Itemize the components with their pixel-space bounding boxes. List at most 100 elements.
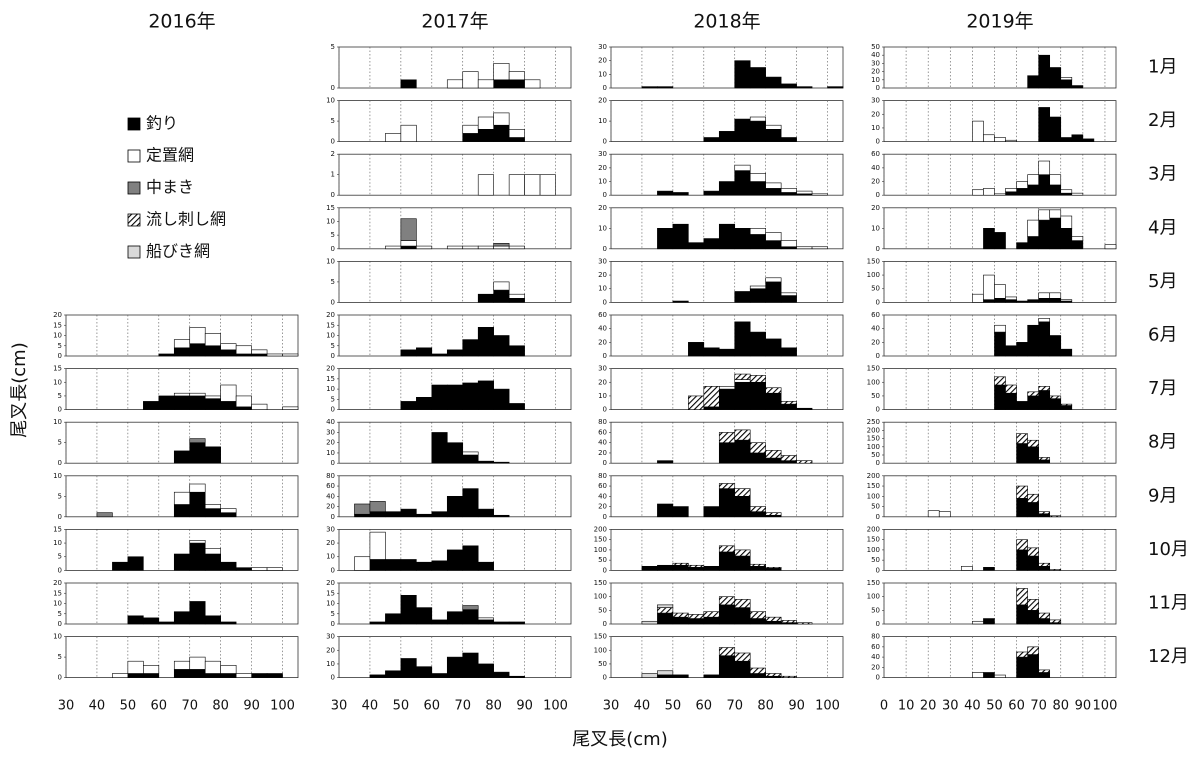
y-tick-label: 30 <box>598 257 607 265</box>
histogram-bar <box>765 673 782 677</box>
histogram-bar <box>173 392 191 397</box>
y-tick-label: 60 <box>871 643 880 651</box>
histogram-bar <box>1027 646 1039 655</box>
histogram-bar <box>688 395 705 410</box>
histogram-bar <box>462 339 479 357</box>
histogram-bar <box>282 353 299 357</box>
histogram-bar <box>672 564 689 571</box>
histogram-bar <box>1005 392 1017 410</box>
histogram-bar <box>734 321 751 357</box>
histogram-bar <box>493 621 510 625</box>
histogram-bar <box>811 246 828 250</box>
panel-frame <box>610 260 844 303</box>
y-tick-label: 5 <box>58 610 62 618</box>
histogram-bar <box>416 245 433 250</box>
histogram-bar <box>173 347 191 357</box>
histogram-bar <box>765 620 782 625</box>
histogram-bar <box>1049 184 1062 196</box>
histogram-bar <box>446 656 464 678</box>
histogram-bar <box>780 460 797 464</box>
y-tick-label: 2 <box>331 150 335 158</box>
histogram-bar <box>749 511 766 518</box>
histogram-bar <box>703 611 720 618</box>
y-tick-label: 150 <box>594 579 607 587</box>
histogram-bar <box>718 388 736 410</box>
histogram-bar <box>431 353 448 357</box>
y-tick-label: 0 <box>331 298 335 306</box>
x-tick-label: 60 <box>696 699 713 714</box>
y-tick-label: 10 <box>53 633 62 641</box>
legend-swatch <box>127 149 141 163</box>
histogram-bar <box>765 457 782 464</box>
x-tick-label: 80 <box>1052 699 1069 714</box>
histogram-bar <box>657 670 674 676</box>
y-tick-label: 0 <box>876 459 880 467</box>
histogram-bar <box>524 174 541 196</box>
histogram-bar <box>416 347 433 357</box>
histogram-bar <box>235 395 252 408</box>
histogram-bar <box>765 240 782 250</box>
histogram-bar <box>1038 562 1051 567</box>
histogram-bar <box>493 289 510 303</box>
histogram-bar <box>734 373 751 380</box>
histogram-bar <box>173 395 191 410</box>
month-label: 2月 <box>1148 110 1177 131</box>
y-tick-label: 20 <box>598 338 607 346</box>
y-tick-label: 80 <box>871 633 880 641</box>
histogram-bar <box>251 567 268 571</box>
y-tick-label: 200 <box>867 472 880 480</box>
histogram-bar <box>369 501 386 512</box>
histogram-bar <box>1060 228 1073 250</box>
y-tick-label: 5 <box>58 553 62 561</box>
histogram-bar <box>1016 485 1028 499</box>
histogram-bar <box>1038 297 1051 303</box>
histogram-bar <box>204 508 221 518</box>
histogram-bar <box>780 295 797 303</box>
histogram-bar <box>251 353 268 357</box>
histogram-bar <box>688 614 705 619</box>
histogram-bar <box>749 667 766 674</box>
histogram-bar <box>749 331 766 357</box>
histogram-bar <box>827 86 844 89</box>
histogram-bar <box>718 131 736 142</box>
y-tick-label: 10 <box>326 385 335 393</box>
y-tick-label: 30 <box>871 97 880 105</box>
histogram-bar <box>749 181 766 196</box>
histogram-bar <box>1027 555 1039 571</box>
y-tick-label: 20 <box>871 178 880 186</box>
histogram-bar <box>1027 184 1039 196</box>
histogram-bar <box>703 506 720 518</box>
histogram-bar <box>204 553 221 571</box>
y-tick-label: 10 <box>598 224 607 232</box>
y-tick-label: 10 <box>53 332 62 340</box>
histogram-bar <box>416 607 433 625</box>
histogram-bar <box>416 561 433 571</box>
histogram-bar <box>1027 547 1039 557</box>
histogram-bar <box>416 666 433 678</box>
histogram-bar <box>385 670 402 678</box>
y-tick-label: 0 <box>603 674 607 682</box>
column-title: 2017年 <box>421 11 488 33</box>
histogram-bar <box>734 652 751 662</box>
histogram-bar <box>462 488 479 518</box>
histogram-bar <box>508 297 525 303</box>
y-tick-label: 15 <box>326 375 335 383</box>
histogram-bar <box>994 674 1006 678</box>
panel-frame <box>883 636 1117 678</box>
histogram-bar <box>780 620 797 623</box>
histogram-bar <box>204 504 221 509</box>
histogram-bar <box>173 450 191 464</box>
histogram-bar <box>462 124 479 134</box>
histogram-bar <box>1038 672 1051 678</box>
y-tick-label: 1 <box>331 171 335 179</box>
histogram-bar <box>1038 292 1051 299</box>
histogram-bar <box>765 512 782 516</box>
histogram-bar <box>493 461 510 464</box>
y-tick-label: 20 <box>871 663 880 671</box>
histogram-bar <box>462 451 479 456</box>
histogram-bar <box>749 611 766 619</box>
x-tick-label: 70 <box>454 699 471 714</box>
histogram-bar <box>477 116 494 130</box>
y-tick-label: 50 <box>598 556 607 564</box>
histogram-bar <box>780 675 797 678</box>
